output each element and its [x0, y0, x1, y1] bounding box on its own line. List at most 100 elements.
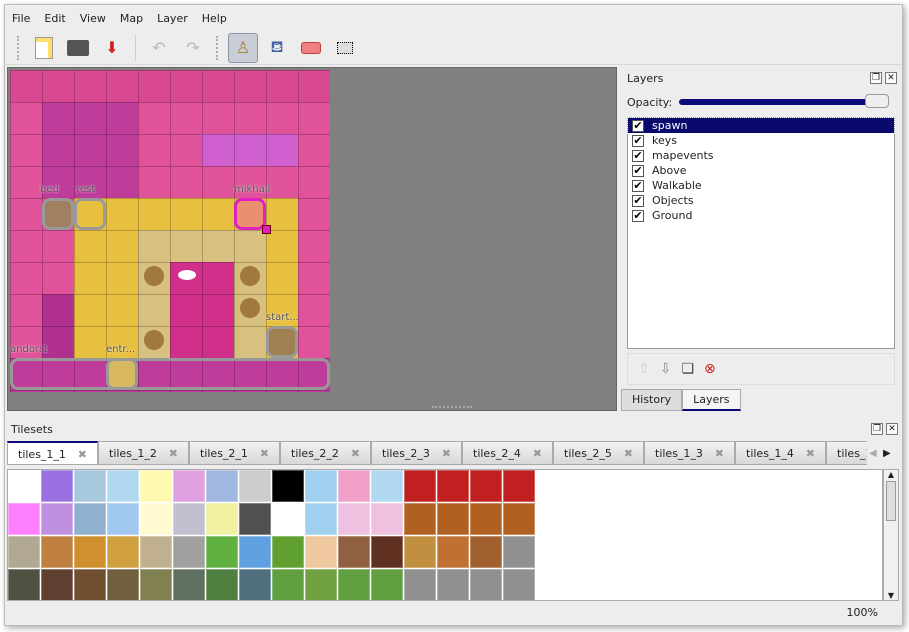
- tileset-tab[interactable]: tiles_1_3 ✖: [644, 441, 735, 465]
- tileset-tab[interactable]: tiles_2_2 ✖: [280, 441, 371, 465]
- tile[interactable]: [470, 503, 502, 535]
- close-tab-icon[interactable]: ✖: [623, 447, 633, 460]
- tile[interactable]: [107, 536, 139, 568]
- tile[interactable]: [437, 569, 469, 600]
- menu-help[interactable]: Help: [201, 12, 227, 25]
- tile[interactable]: [41, 536, 73, 568]
- menu-file[interactable]: File: [12, 12, 31, 25]
- scroll-up-icon[interactable]: ▲: [887, 470, 895, 479]
- tile[interactable]: [338, 536, 370, 568]
- visibility-checkbox[interactable]: ✔: [632, 193, 644, 207]
- menu-layer[interactable]: Layer: [157, 12, 188, 25]
- tab-layers[interactable]: Layers: [682, 389, 741, 411]
- redo-icon[interactable]: ↷: [186, 38, 200, 57]
- tile[interactable]: [74, 503, 106, 535]
- toolbar-grip[interactable]: [17, 35, 21, 60]
- tile[interactable]: [305, 536, 337, 568]
- close-tab-icon[interactable]: ✖: [805, 447, 815, 460]
- tile[interactable]: [404, 503, 436, 535]
- tile[interactable]: [206, 569, 238, 600]
- visibility-checkbox[interactable]: ✔: [632, 118, 644, 132]
- tile[interactable]: [305, 503, 337, 535]
- tileset-tab[interactable]: tiles_2_5 ✖: [553, 441, 644, 465]
- float-icon[interactable]: ❐: [871, 423, 883, 435]
- map-canvas[interactable]: bed rest mikhail start... andor:1 entr..…: [10, 70, 330, 392]
- tile[interactable]: [140, 536, 172, 568]
- tile[interactable]: [338, 470, 370, 502]
- save-icon[interactable]: ⬇: [105, 38, 119, 57]
- tile[interactable]: [239, 503, 271, 535]
- menu-edit[interactable]: Edit: [44, 12, 66, 25]
- tile[interactable]: [206, 470, 238, 502]
- bucket-fill-icon[interactable]: ⛾: [270, 37, 284, 56]
- tile[interactable]: [503, 536, 535, 568]
- tile[interactable]: [503, 470, 535, 502]
- tile[interactable]: [140, 569, 172, 600]
- close-tab-icon[interactable]: ✖: [350, 447, 360, 460]
- close-tab-icon[interactable]: ✖: [259, 447, 269, 460]
- tile[interactable]: [338, 503, 370, 535]
- tile[interactable]: [173, 470, 205, 502]
- scroll-left-icon[interactable]: ◀: [869, 447, 877, 459]
- close-tab-icon[interactable]: ✖: [441, 447, 451, 460]
- close-icon[interactable]: ✕: [886, 423, 898, 435]
- layer-item[interactable]: ✔ spawn: [627, 117, 895, 134]
- layer-item[interactable]: ✔ keys: [628, 133, 894, 148]
- tile[interactable]: [272, 503, 304, 535]
- slider-handle[interactable]: [865, 94, 889, 108]
- tile[interactable]: [470, 536, 502, 568]
- new-map-icon[interactable]: [29, 33, 59, 63]
- tile[interactable]: [74, 470, 106, 502]
- remove-layer-icon[interactable]: ⊗: [704, 361, 716, 377]
- tile[interactable]: [107, 569, 139, 600]
- tile[interactable]: [107, 470, 139, 502]
- tile[interactable]: [41, 569, 73, 600]
- tile[interactable]: [338, 569, 370, 600]
- tile[interactable]: [272, 536, 304, 568]
- close-tab-icon[interactable]: ✖: [168, 447, 178, 460]
- scrollbar-thumb[interactable]: [886, 481, 896, 521]
- scroll-down-icon[interactable]: ▼: [887, 591, 895, 600]
- tile[interactable]: [503, 569, 535, 600]
- opacity-slider[interactable]: [679, 94, 889, 108]
- visibility-checkbox[interactable]: ✔: [632, 133, 644, 147]
- tile[interactable]: [272, 569, 304, 600]
- layer-item[interactable]: ✔ Above: [628, 163, 894, 178]
- layer-item[interactable]: ✔ Objects: [628, 193, 894, 208]
- close-tab-icon[interactable]: ✖: [77, 448, 87, 461]
- visibility-checkbox[interactable]: ✔: [632, 178, 644, 192]
- tileset-tab[interactable]: tiles_1_4 ✖: [735, 441, 826, 465]
- visibility-checkbox[interactable]: ✔: [632, 163, 644, 177]
- tileset-view[interactable]: [7, 469, 883, 601]
- move-layer-up-icon[interactable]: ⇧: [638, 361, 650, 377]
- tile[interactable]: [503, 503, 535, 535]
- object-entrance[interactable]: [106, 358, 138, 390]
- close-tab-icon[interactable]: ✖: [714, 447, 724, 460]
- tile[interactable]: [173, 503, 205, 535]
- tile[interactable]: [8, 536, 40, 568]
- tile[interactable]: [371, 536, 403, 568]
- tile[interactable]: [404, 536, 436, 568]
- object-rest[interactable]: [74, 198, 106, 230]
- eraser-icon[interactable]: [296, 33, 326, 63]
- tile[interactable]: [8, 470, 40, 502]
- tile[interactable]: [239, 569, 271, 600]
- tile[interactable]: [107, 503, 139, 535]
- tile[interactable]: [74, 536, 106, 568]
- tile[interactable]: [305, 569, 337, 600]
- object-mikhail[interactable]: [234, 198, 266, 230]
- tile[interactable]: [140, 470, 172, 502]
- tile[interactable]: [437, 503, 469, 535]
- tileset-tab[interactable]: tiles_1_: [826, 441, 867, 465]
- rectangle-select-icon[interactable]: [330, 33, 360, 63]
- tile[interactable]: [371, 569, 403, 600]
- tileset-tab[interactable]: tiles_2_4 ✖: [462, 441, 553, 465]
- stamp-brush-icon[interactable]: ♙: [228, 32, 258, 63]
- tile[interactable]: [437, 536, 469, 568]
- tile[interactable]: [74, 569, 106, 600]
- tile[interactable]: [437, 470, 469, 502]
- tileset-scrollbar[interactable]: ▲ ▼: [883, 469, 899, 601]
- toolbar-grip[interactable]: [216, 35, 220, 60]
- splitter-handle[interactable]: [432, 406, 472, 410]
- tile[interactable]: [8, 503, 40, 535]
